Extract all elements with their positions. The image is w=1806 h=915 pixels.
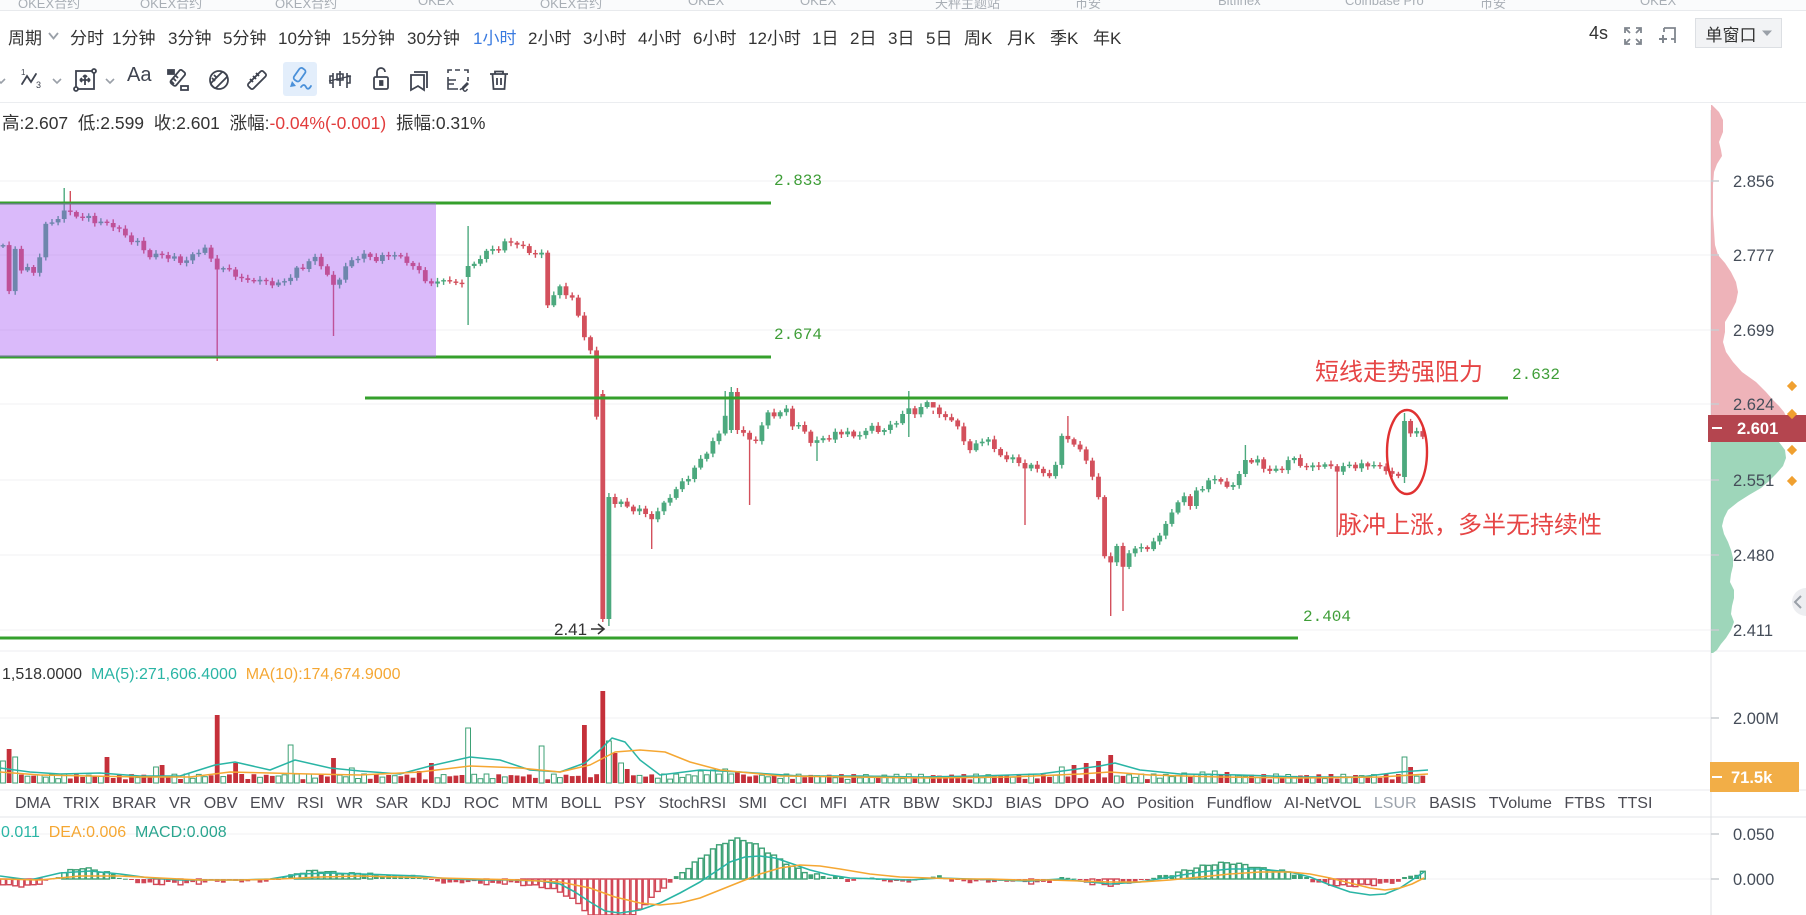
svg-text:2.41: 2.41 [554, 620, 587, 639]
svg-text:2.632: 2.632 [1512, 366, 1560, 384]
svg-text:2.699: 2.699 [1733, 322, 1774, 340]
svg-text:2.601: 2.601 [1737, 420, 1778, 438]
svg-text:0.050: 0.050 [1733, 826, 1774, 844]
svg-text:2.624: 2.624 [1733, 396, 1774, 414]
svg-text:脉冲上涨，多半无持续性: 脉冲上涨，多半无持续性 [1338, 512, 1602, 539]
svg-text:2.00M: 2.00M [1733, 710, 1779, 728]
svg-text:2.856: 2.856 [1733, 173, 1774, 191]
svg-text:1: 1 [21, 68, 26, 77]
svg-text:2.404: 2.404 [1303, 608, 1351, 626]
svg-text:2.551: 2.551 [1733, 472, 1774, 490]
svg-text:2.833: 2.833 [774, 172, 822, 190]
svg-text:71.5k: 71.5k [1731, 769, 1773, 787]
svg-text:2.777: 2.777 [1733, 247, 1774, 265]
svg-text:3: 3 [36, 80, 41, 90]
svg-text:短线走势强阻力: 短线走势强阻力 [1315, 359, 1483, 386]
svg-text:0.000: 0.000 [1733, 871, 1774, 889]
svg-text:2.480: 2.480 [1733, 547, 1774, 565]
svg-text:2.411: 2.411 [1733, 622, 1773, 640]
svg-text:2.674: 2.674 [774, 326, 822, 344]
